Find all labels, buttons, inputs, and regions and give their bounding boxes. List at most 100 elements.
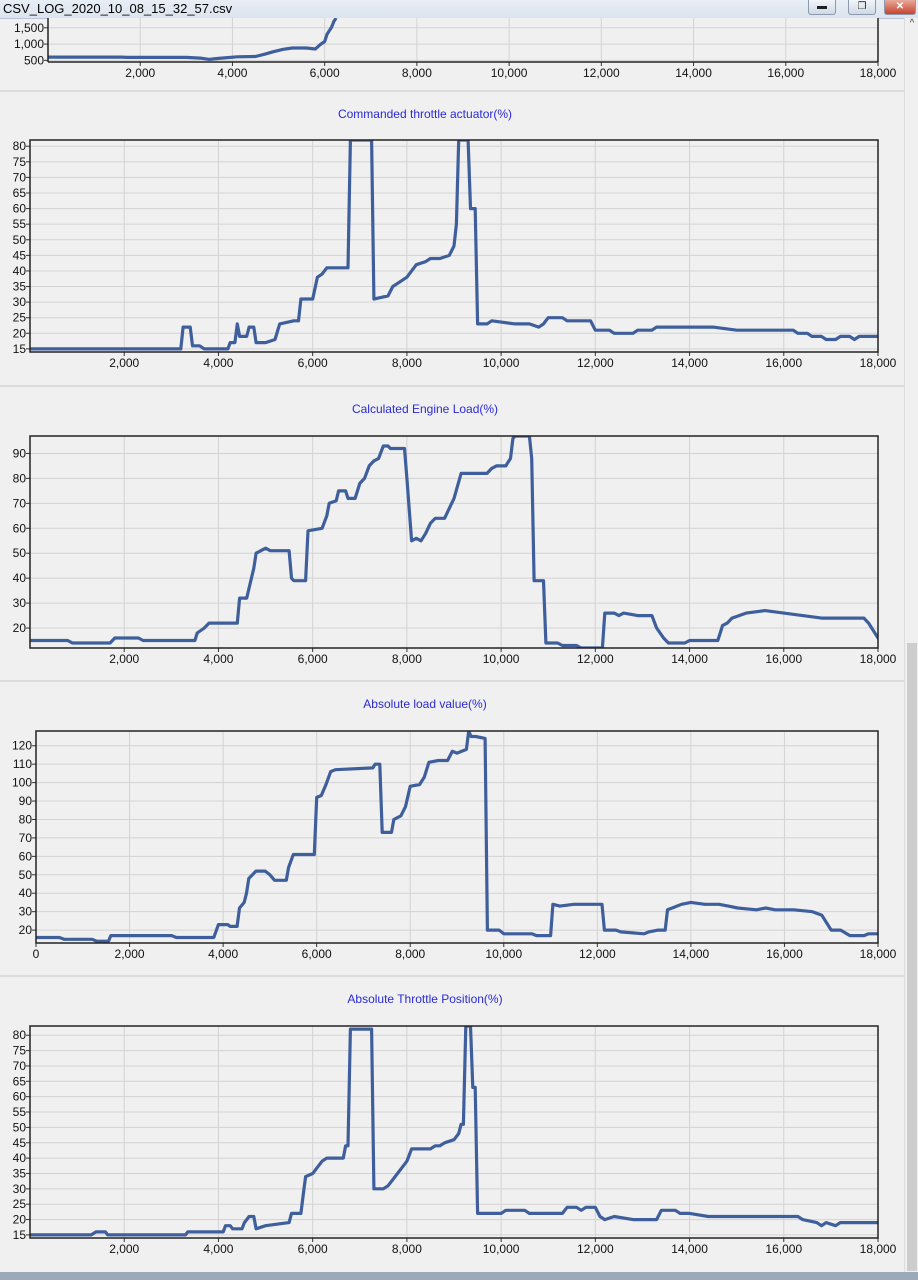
- x-tick-label: 6,000: [298, 652, 328, 666]
- y-tick-label: 35: [13, 1166, 27, 1180]
- plot-area: [30, 1026, 878, 1238]
- y-tick-label: 15: [13, 342, 27, 356]
- y-tick-label: 60: [13, 521, 27, 535]
- y-tick-label: 40: [13, 1151, 27, 1165]
- x-tick-label: 14,000: [675, 66, 712, 80]
- y-tick-label: 45: [13, 1136, 27, 1150]
- plot-frame: [29, 139, 879, 353]
- x-tick-label: 16,000: [767, 66, 804, 80]
- y-tick-label: 1,000: [14, 37, 44, 51]
- x-tick-label: 4,000: [203, 356, 233, 370]
- x-tick-label: 16,000: [765, 652, 802, 666]
- y-tick-label: 30: [13, 596, 27, 610]
- y-tick-label: 15: [13, 1228, 27, 1242]
- y-tick-label: 90: [13, 446, 27, 460]
- x-tick-label: 2,000: [125, 66, 155, 80]
- y-tick-label: 110: [13, 757, 32, 771]
- window-title-bar[interactable]: CSV_LOG_2020_10_08_15_32_57.csv ▬ ❐ ✕: [0, 0, 918, 19]
- x-tick-label: 14,000: [671, 652, 708, 666]
- x-tick-label: 6,000: [298, 1242, 328, 1256]
- x-tick-label: 6,000: [310, 66, 340, 80]
- y-tick-label: 35: [13, 280, 27, 294]
- y-tick-label: 25: [13, 311, 27, 325]
- close-button[interactable]: ✕: [884, 0, 916, 15]
- x-tick-label: 10,000: [483, 652, 520, 666]
- x-tick-label: 8,000: [392, 652, 422, 666]
- x-tick-label: 14,000: [671, 356, 708, 370]
- x-tick-label: 16,000: [765, 1242, 802, 1256]
- plot-area: [48, 18, 878, 62]
- maximize-button[interactable]: ❐: [848, 0, 876, 15]
- x-tick-label: 4,000: [203, 1242, 233, 1256]
- x-tick-label: 16,000: [765, 356, 802, 370]
- chart-5: Absolute Throttle Position(%) 2,000 4,000 6…: [13, 992, 897, 1256]
- x-tick-label: 14,000: [673, 947, 710, 961]
- y-tick-label: 40: [19, 886, 33, 900]
- y-tick-label: 60: [13, 202, 27, 216]
- scroll-up-arrow-icon[interactable]: ^: [909, 18, 915, 29]
- y-tick-label: 55: [13, 217, 27, 231]
- x-tick-label: 4,000: [208, 947, 238, 961]
- window-title: CSV_LOG_2020_10_08_15_32_57.csv: [3, 1, 233, 16]
- y-tick-label: 70: [13, 170, 27, 184]
- y-tick-label: 80: [13, 139, 27, 153]
- y-tick-label: 500: [24, 53, 44, 67]
- chart-title: Absolute load value(%): [363, 697, 486, 711]
- y-tick-label: 55: [13, 1105, 27, 1119]
- plot-area: [30, 436, 878, 648]
- chart-title: Commanded throttle actuator(%): [338, 107, 512, 121]
- y-tick-label: 70: [13, 1059, 27, 1073]
- y-tick-label: 80: [13, 471, 27, 485]
- x-tick-label: 10,000: [491, 66, 528, 80]
- y-tick-label: 30: [13, 1182, 27, 1196]
- y-tick-label: 75: [13, 155, 27, 169]
- x-tick-label: 6,000: [298, 356, 328, 370]
- y-tick-label: 40: [13, 264, 27, 278]
- y-tick-label: 65: [13, 1074, 27, 1088]
- x-tick-label: 18,000: [860, 356, 897, 370]
- x-tick-label: 8,000: [392, 1242, 422, 1256]
- y-tick-label: 45: [13, 248, 27, 262]
- plot-frame: [35, 730, 879, 944]
- close-icon: ✕: [895, 1, 905, 12]
- x-tick-label: 10,000: [485, 947, 522, 961]
- x-tick-label: 2,000: [109, 356, 139, 370]
- y-tick-label: 50: [19, 868, 33, 882]
- chart-4: Absolute load value(%) 0 2,000 4,000 6,000 8,…: [0, 697, 904, 977]
- y-tick-label: 20: [13, 326, 27, 340]
- y-tick-label: 20: [19, 923, 33, 937]
- plot-frame: [29, 435, 879, 649]
- y-tick-label: 65: [13, 186, 27, 200]
- series-line: [30, 140, 878, 351]
- x-tick-label: 12,000: [577, 1242, 614, 1256]
- series-line: [36, 731, 878, 943]
- vertical-scrollbar[interactable]: ^: [904, 18, 918, 1274]
- y-tick-label: 90: [19, 794, 33, 808]
- x-tick-label: 8,000: [392, 356, 422, 370]
- chart-2: Commanded throttle actuator(%) 2,000 4,000…: [0, 107, 904, 387]
- x-tick-label: 12,000: [583, 66, 620, 80]
- y-tick-label: 80: [19, 812, 33, 826]
- x-tick-label: 2,000: [109, 1242, 139, 1256]
- x-tick-label: 8,000: [402, 66, 432, 80]
- series-line: [30, 436, 878, 648]
- x-tick-label: 4,000: [217, 66, 247, 80]
- minimize-button[interactable]: ▬: [808, 0, 836, 15]
- y-tick-label: 50: [13, 233, 27, 247]
- y-tick-label: 100: [12, 776, 32, 790]
- chart-title: Absolute Throttle Position(%): [347, 992, 502, 1006]
- x-tick-label: 0: [33, 947, 40, 961]
- y-tick-label: 120: [12, 739, 32, 753]
- x-tick-label: 12,000: [577, 356, 614, 370]
- x-tick-label: 6,000: [302, 947, 332, 961]
- maximize-icon: ❐: [857, 1, 867, 12]
- x-tick-label: 18,000: [860, 66, 897, 80]
- scroll-thumb[interactable]: [907, 643, 917, 1271]
- x-tick-label: 2,000: [115, 947, 145, 961]
- x-tick-label: 12,000: [577, 652, 614, 666]
- series-line: [30, 1026, 878, 1237]
- y-tick-label: 70: [13, 496, 27, 510]
- y-tick-label: 40: [13, 571, 27, 585]
- x-tick-label: 10,000: [483, 1242, 520, 1256]
- minimize-icon: ▬: [817, 1, 827, 12]
